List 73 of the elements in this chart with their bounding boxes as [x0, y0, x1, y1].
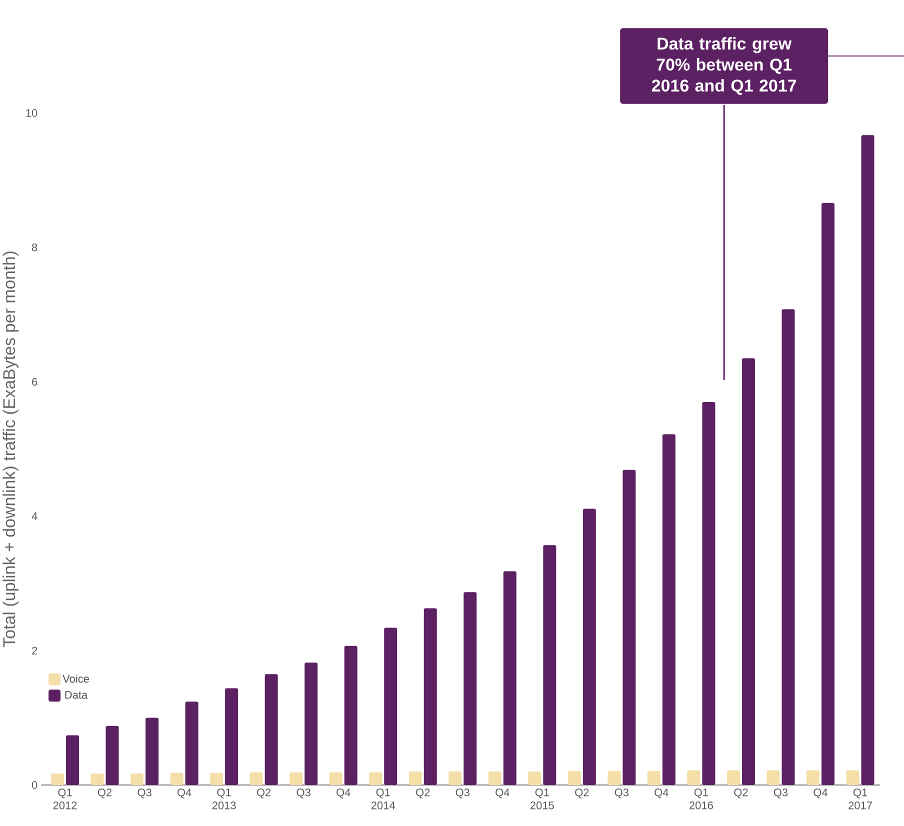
bar: [210, 772, 224, 785]
text: Data traffic grew 70% between Q1 2016 and Q1 2017: [652, 37, 796, 95]
bar: [170, 772, 184, 785]
x-tick-label: Q4: [336, 788, 350, 798]
bar: [369, 772, 382, 785]
bar: [861, 135, 874, 785]
x-tick-label: Q1 2012: [53, 788, 77, 810]
x-tick-label: Q3: [456, 788, 470, 798]
bar: [185, 702, 198, 785]
bar: [608, 770, 621, 785]
x-tick-label: Q3: [138, 788, 152, 798]
bar: [742, 358, 755, 785]
bar: [106, 726, 119, 785]
x-tick-label: Q3: [774, 788, 788, 798]
bar: [464, 592, 477, 785]
y-tick-label: 10: [26, 109, 38, 117]
bar: [543, 545, 556, 785]
bar: [448, 772, 462, 785]
bar: [90, 774, 104, 785]
bar: [622, 470, 636, 785]
x-tick-label: Q1 2014: [371, 788, 396, 810]
bar: [766, 770, 780, 785]
bar: [846, 770, 860, 785]
bar: [290, 772, 303, 785]
bar: [408, 772, 422, 785]
bar: [225, 688, 238, 785]
x-tick-label: Q2: [98, 788, 112, 798]
bar: [384, 628, 398, 785]
x-tick-label: Q4: [654, 788, 668, 798]
x-tick-label: Q2: [734, 788, 748, 798]
x-tick-label: Q1 2013: [212, 788, 236, 810]
bar: [250, 772, 263, 785]
bar: [528, 772, 542, 785]
x-tick-label: Q1 2016: [690, 788, 713, 810]
x-tick-label: Q2: [257, 788, 271, 798]
bar: [822, 203, 835, 785]
bar: [329, 772, 342, 785]
bar: [304, 662, 318, 785]
bar: [702, 402, 716, 785]
bar: [582, 508, 596, 785]
x-tick-label: Q3: [614, 788, 629, 798]
x-tick-label: Q2: [575, 788, 589, 798]
x-tick-label: Q1 2017: [848, 788, 872, 810]
x-tick-label: Q2: [416, 788, 430, 798]
bar: [782, 309, 795, 785]
x-tick-label: Q4: [496, 788, 510, 798]
bar: [687, 770, 700, 785]
y-tick-label: 8: [32, 244, 38, 252]
bar: [503, 571, 516, 785]
bar: [66, 735, 80, 785]
bar: [647, 770, 660, 785]
x-tick-label: Q4: [177, 788, 192, 798]
bar: [146, 718, 159, 785]
y-tick-label: 2: [32, 646, 38, 654]
bar: [264, 674, 278, 785]
x-tick-label: Q1 2015: [530, 788, 554, 810]
bar: [662, 434, 676, 785]
bar: [806, 770, 820, 785]
bar: [51, 774, 64, 785]
y-tick-label: 4: [32, 512, 38, 520]
bar: [568, 770, 581, 785]
x-tick-label: Q3: [296, 788, 310, 798]
bar: [130, 774, 144, 785]
legend-label: Voice: [62, 674, 89, 683]
x-tick-label: Q4: [814, 788, 828, 798]
bar: [424, 608, 437, 785]
y-tick-label: 0: [32, 781, 38, 789]
legend-label: Data: [65, 691, 88, 699]
y-tick-label: 6: [32, 378, 38, 386]
bar: [488, 772, 502, 785]
bar: [726, 770, 740, 785]
bar: [344, 646, 358, 785]
y-axis-title: Total (uplink + downlink) traffic (ExaBytes per month): [2, 252, 19, 648]
